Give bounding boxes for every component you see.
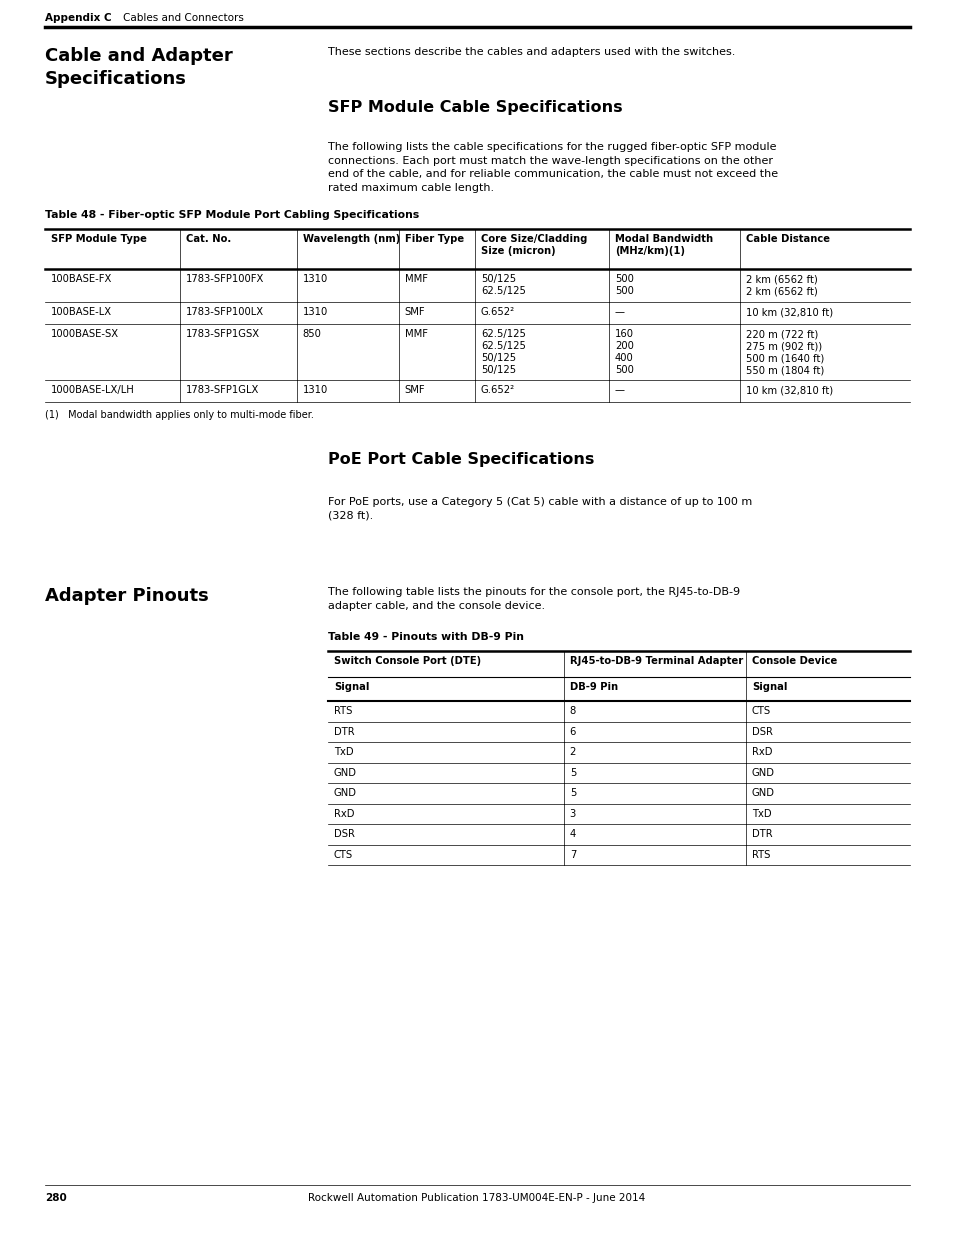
Text: Table 48 - Fiber-optic SFP Module Port Cabling Specifications: Table 48 - Fiber-optic SFP Module Port C… [45,210,418,220]
Text: Cable Distance: Cable Distance [745,233,830,245]
Text: GND: GND [751,767,774,778]
Text: 1783-SFP100FX: 1783-SFP100FX [186,274,264,284]
Text: Cables and Connectors: Cables and Connectors [123,14,244,23]
Text: 160
200
400
500: 160 200 400 500 [615,329,634,375]
Text: RTS: RTS [334,706,352,716]
Text: RJ45-to-DB-9 Terminal Adapter: RJ45-to-DB-9 Terminal Adapter [569,656,742,666]
Text: SMF: SMF [404,385,425,395]
Text: DTR: DTR [334,726,355,736]
Text: Adapter Pinouts: Adapter Pinouts [45,587,209,605]
Text: SFP Module Type: SFP Module Type [51,233,147,245]
Text: Signal: Signal [751,682,786,692]
Text: Core Size/Cladding
Size (micron): Core Size/Cladding Size (micron) [480,233,587,256]
Text: 2: 2 [569,747,576,757]
Text: Cable and Adapter
Specifications: Cable and Adapter Specifications [45,47,233,88]
Text: SFP Module Cable Specifications: SFP Module Cable Specifications [328,100,622,115]
Text: 1310: 1310 [302,308,328,317]
Text: TxD: TxD [334,747,354,757]
Text: 50/125
62.5/125: 50/125 62.5/125 [480,274,525,296]
Text: Cat. No.: Cat. No. [186,233,231,245]
Text: Signal: Signal [334,682,369,692]
Text: 1783-SFP1GSX: 1783-SFP1GSX [186,329,260,338]
Text: 1310: 1310 [302,385,328,395]
Text: DSR: DSR [751,726,772,736]
Text: Fiber Type: Fiber Type [404,233,463,245]
Text: For PoE ports, use a Category 5 (Cat 5) cable with a distance of up to 100 m
(32: For PoE ports, use a Category 5 (Cat 5) … [328,496,752,521]
Text: RTS: RTS [751,850,769,860]
Text: SMF: SMF [404,308,425,317]
Text: 1000BASE-SX: 1000BASE-SX [51,329,119,338]
Text: Rockwell Automation Publication 1783-UM004E-EN-P - June 2014: Rockwell Automation Publication 1783-UM0… [308,1193,645,1203]
Text: These sections describe the cables and adapters used with the switches.: These sections describe the cables and a… [328,47,735,57]
Text: Switch Console Port (DTE): Switch Console Port (DTE) [334,656,480,666]
Text: Modal Bandwidth
(MHz/km)(1): Modal Bandwidth (MHz/km)(1) [615,233,712,256]
Text: 220 m (722 ft)
275 m (902 ft))
500 m (1640 ft)
550 m (1804 ft): 220 m (722 ft) 275 m (902 ft)) 500 m (16… [745,329,823,375]
Text: Wavelength (nm): Wavelength (nm) [302,233,399,245]
Text: 1783-SFP1GLX: 1783-SFP1GLX [186,385,259,395]
Text: 500
500: 500 500 [615,274,633,296]
Text: —: — [615,385,624,395]
Text: MMF: MMF [404,274,427,284]
Text: (1)   Modal bandwidth applies only to multi-mode fiber.: (1) Modal bandwidth applies only to mult… [45,410,314,420]
Text: MMF: MMF [404,329,427,338]
Text: 62.5/125
62.5/125
50/125
50/125: 62.5/125 62.5/125 50/125 50/125 [480,329,525,375]
Text: 280: 280 [45,1193,67,1203]
Text: DB-9 Pin: DB-9 Pin [569,682,618,692]
Text: 10 km (32,810 ft): 10 km (32,810 ft) [745,308,833,317]
Text: 7: 7 [569,850,576,860]
Text: —: — [615,308,624,317]
Text: 4: 4 [569,829,576,839]
Text: 100BASE-LX: 100BASE-LX [51,308,112,317]
Text: 2 km (6562 ft)
2 km (6562 ft): 2 km (6562 ft) 2 km (6562 ft) [745,274,818,296]
Text: 8: 8 [569,706,576,716]
Text: CTS: CTS [751,706,770,716]
Text: 5: 5 [569,788,576,798]
Text: GND: GND [334,788,356,798]
Text: 1783-SFP100LX: 1783-SFP100LX [186,308,264,317]
Text: Appendix C: Appendix C [45,14,112,23]
Text: Table 49 - Pinouts with DB-9 Pin: Table 49 - Pinouts with DB-9 Pin [328,632,523,642]
Text: 3: 3 [569,809,576,819]
Text: TxD: TxD [751,809,771,819]
Text: 5: 5 [569,767,576,778]
Text: G.652²: G.652² [480,385,515,395]
Text: The following table lists the pinouts for the console port, the RJ45-to-DB-9
ada: The following table lists the pinouts fo… [328,587,740,610]
Text: 850: 850 [302,329,321,338]
Text: RxD: RxD [751,747,772,757]
Text: DSR: DSR [334,829,355,839]
Text: CTS: CTS [334,850,353,860]
Text: RxD: RxD [334,809,355,819]
Text: GND: GND [751,788,774,798]
Text: 1000BASE-LX/LH: 1000BASE-LX/LH [51,385,134,395]
Text: PoE Port Cable Specifications: PoE Port Cable Specifications [328,452,594,467]
Text: 1310: 1310 [302,274,328,284]
Text: 6: 6 [569,726,576,736]
Text: 100BASE-FX: 100BASE-FX [51,274,112,284]
Text: The following lists the cable specifications for the rugged fiber-optic SFP modu: The following lists the cable specificat… [328,142,778,193]
Text: Console Device: Console Device [751,656,836,666]
Text: 10 km (32,810 ft): 10 km (32,810 ft) [745,385,833,395]
Text: DTR: DTR [751,829,772,839]
Text: GND: GND [334,767,356,778]
Text: G.652²: G.652² [480,308,515,317]
